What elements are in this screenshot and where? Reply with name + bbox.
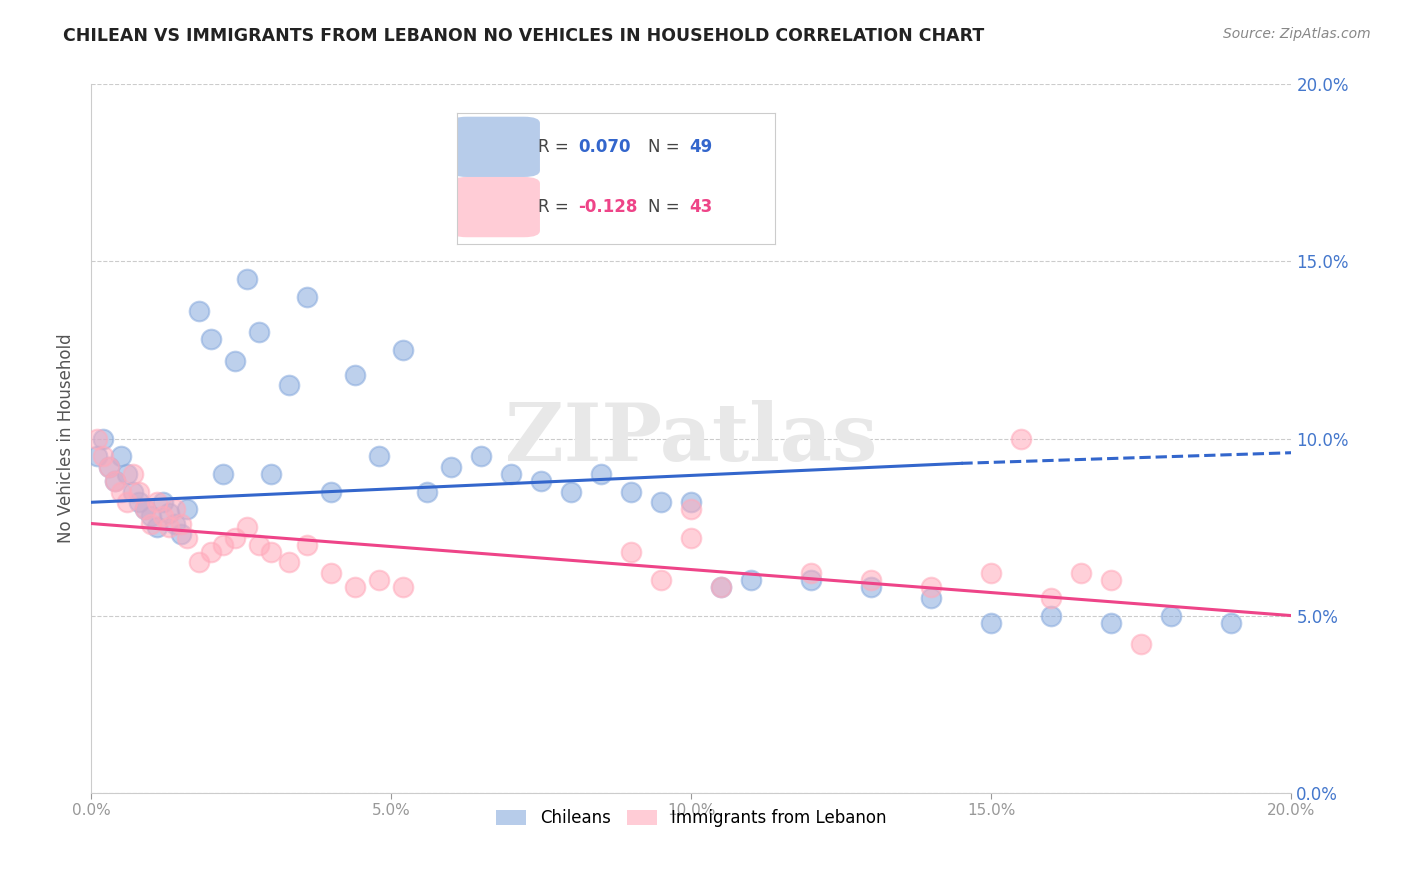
- Point: [620, 545, 643, 559]
- Point: [980, 615, 1002, 630]
- Point: [321, 484, 343, 499]
- Point: [650, 573, 672, 587]
- Point: [188, 304, 211, 318]
- Point: [165, 516, 187, 531]
- Point: [1040, 608, 1063, 623]
- Point: [681, 502, 703, 516]
- Point: [98, 459, 121, 474]
- Y-axis label: No Vehicles in Household: No Vehicles in Household: [58, 334, 75, 543]
- Point: [236, 520, 259, 534]
- Point: [295, 290, 318, 304]
- Point: [344, 580, 367, 594]
- Point: [1010, 432, 1032, 446]
- Point: [980, 566, 1002, 580]
- Point: [321, 566, 343, 580]
- Point: [1040, 591, 1063, 605]
- Point: [247, 538, 270, 552]
- Point: [115, 495, 138, 509]
- Point: [98, 459, 121, 474]
- Point: [157, 506, 180, 520]
- Point: [620, 484, 643, 499]
- Point: [157, 520, 180, 534]
- Point: [122, 484, 145, 499]
- Point: [170, 516, 193, 531]
- Point: [260, 545, 283, 559]
- Point: [110, 449, 132, 463]
- Point: [1220, 615, 1243, 630]
- Point: [920, 580, 942, 594]
- Point: [860, 573, 883, 587]
- Point: [800, 573, 823, 587]
- Point: [278, 556, 301, 570]
- Point: [86, 449, 108, 463]
- Point: [392, 343, 415, 357]
- Point: [212, 538, 235, 552]
- Point: [141, 516, 163, 531]
- Point: [260, 467, 283, 481]
- Text: ZIPatlas: ZIPatlas: [505, 400, 877, 477]
- Point: [224, 531, 246, 545]
- Point: [104, 474, 127, 488]
- Point: [152, 495, 174, 509]
- Text: Source: ZipAtlas.com: Source: ZipAtlas.com: [1223, 27, 1371, 41]
- Text: CHILEAN VS IMMIGRANTS FROM LEBANON NO VEHICLES IN HOUSEHOLD CORRELATION CHART: CHILEAN VS IMMIGRANTS FROM LEBANON NO VE…: [63, 27, 984, 45]
- Point: [1130, 637, 1153, 651]
- Point: [165, 502, 187, 516]
- Point: [295, 538, 318, 552]
- Point: [91, 449, 114, 463]
- Point: [224, 353, 246, 368]
- Point: [392, 580, 415, 594]
- Point: [146, 520, 169, 534]
- Point: [1099, 615, 1122, 630]
- Point: [128, 484, 150, 499]
- Point: [740, 573, 762, 587]
- Point: [212, 467, 235, 481]
- Point: [110, 484, 132, 499]
- Point: [800, 566, 823, 580]
- Point: [128, 495, 150, 509]
- Point: [146, 495, 169, 509]
- Point: [440, 459, 463, 474]
- Point: [188, 556, 211, 570]
- Point: [1070, 566, 1092, 580]
- Point: [416, 484, 439, 499]
- Point: [860, 580, 883, 594]
- Point: [368, 573, 391, 587]
- Point: [681, 531, 703, 545]
- Point: [530, 474, 553, 488]
- Point: [91, 432, 114, 446]
- Point: [86, 432, 108, 446]
- Point: [236, 272, 259, 286]
- Point: [200, 332, 222, 346]
- Point: [591, 467, 613, 481]
- Point: [344, 368, 367, 382]
- Point: [247, 326, 270, 340]
- Point: [1160, 608, 1182, 623]
- Point: [368, 449, 391, 463]
- Point: [710, 580, 733, 594]
- Point: [141, 509, 163, 524]
- Point: [681, 495, 703, 509]
- Point: [470, 449, 492, 463]
- Point: [104, 474, 127, 488]
- Point: [501, 467, 523, 481]
- Point: [278, 378, 301, 392]
- Point: [170, 527, 193, 541]
- Point: [122, 467, 145, 481]
- Point: [560, 484, 582, 499]
- Point: [710, 580, 733, 594]
- Point: [1099, 573, 1122, 587]
- Point: [152, 509, 174, 524]
- Point: [200, 545, 222, 559]
- Point: [650, 495, 672, 509]
- Point: [920, 591, 942, 605]
- Point: [176, 531, 198, 545]
- Point: [115, 467, 138, 481]
- Legend: Chileans, Immigrants from Lebanon: Chileans, Immigrants from Lebanon: [489, 803, 893, 834]
- Point: [134, 502, 156, 516]
- Point: [176, 502, 198, 516]
- Point: [134, 502, 156, 516]
